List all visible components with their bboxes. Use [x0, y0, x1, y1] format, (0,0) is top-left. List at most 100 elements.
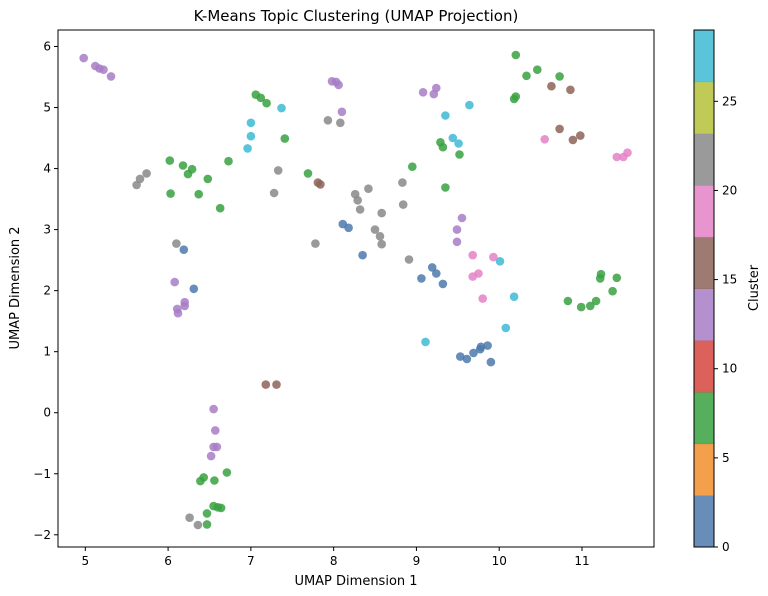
data-point: [483, 341, 492, 350]
colorbar-band: [694, 81, 714, 134]
data-point: [202, 520, 212, 529]
data-point: [193, 520, 203, 530]
data-point: [404, 255, 414, 264]
data-point: [509, 94, 519, 104]
data-point: [166, 189, 175, 198]
data-point: [256, 93, 266, 103]
data-point: [489, 252, 498, 262]
data-point: [216, 503, 226, 513]
data-point: [586, 301, 595, 311]
data-point: [566, 85, 575, 95]
data-point: [203, 174, 213, 184]
data-point: [172, 239, 181, 248]
y-tick-label: −2: [33, 528, 51, 542]
data-point: [509, 292, 519, 302]
data-point: [337, 107, 347, 117]
colorbar-band: [694, 288, 714, 341]
y-tick-label: 1: [43, 345, 51, 359]
data-point: [511, 50, 521, 60]
data-point: [173, 308, 183, 318]
data-point: [183, 169, 193, 179]
data-point: [576, 131, 585, 140]
data-point: [427, 263, 437, 272]
data-point: [608, 286, 617, 296]
plot-frame: [57, 29, 655, 548]
colorbar-tick-label: 20: [722, 183, 737, 197]
data-point: [495, 257, 505, 266]
colorbar-tick-label: 10: [722, 362, 737, 376]
data-point: [448, 133, 458, 143]
data-point: [323, 116, 333, 125]
data-point: [355, 205, 365, 214]
x-tick-label: 6: [164, 554, 172, 568]
colorbar-tick-label: 15: [722, 273, 737, 287]
data-point: [576, 302, 586, 312]
data-point: [277, 103, 286, 113]
y-tick-label: 5: [43, 101, 51, 115]
data-point: [501, 323, 511, 333]
y-tick-label: 3: [43, 223, 51, 237]
data-point: [432, 83, 441, 93]
data-point: [547, 81, 556, 91]
data-point: [165, 156, 175, 165]
data-point: [311, 239, 320, 248]
x-tick-label: 10: [492, 554, 507, 568]
data-point: [452, 225, 462, 234]
data-point: [215, 203, 225, 213]
data-point: [316, 180, 325, 189]
colorbar-band: [694, 30, 714, 83]
data-point: [591, 296, 601, 306]
data-point: [540, 135, 549, 144]
data-point: [209, 404, 218, 414]
data-point: [189, 284, 199, 294]
data-point: [417, 274, 426, 283]
data-point: [432, 269, 441, 278]
data-point: [262, 98, 271, 108]
data-point: [478, 294, 488, 303]
data-point: [170, 277, 179, 287]
colorbar-label: Cluster: [747, 264, 762, 311]
data-point: [465, 100, 474, 110]
points-layer: [79, 50, 632, 530]
data-point: [194, 189, 203, 199]
colorbar-tick-label: 5: [722, 451, 730, 465]
data-point: [353, 196, 363, 205]
colorbar-band: [694, 495, 714, 548]
data-point: [179, 245, 189, 254]
data-point: [469, 348, 478, 358]
data-point: [269, 188, 279, 198]
x-tick-label: 8: [330, 554, 338, 568]
colorbar-band: [694, 133, 714, 186]
data-point: [595, 274, 605, 283]
data-point: [377, 239, 387, 249]
data-point: [196, 476, 205, 486]
y-axis-label: UMAP Dimension 2: [8, 226, 23, 349]
data-point: [438, 142, 448, 152]
y-tick-label: −1: [33, 467, 51, 481]
y-tick-label: 2: [43, 284, 51, 298]
data-point: [211, 426, 220, 435]
data-point: [375, 232, 385, 241]
data-point: [468, 250, 478, 260]
x-axis-label: UMAP Dimension 1: [294, 574, 417, 589]
colorbar-tick-label: 25: [722, 94, 737, 108]
data-point: [441, 111, 450, 120]
data-point: [563, 296, 573, 306]
data-point: [454, 139, 463, 148]
data-point: [106, 72, 116, 81]
y-tick-label: 4: [43, 162, 51, 176]
x-axis: 5 6 7 8 9 10 11: [81, 547, 590, 568]
data-point: [438, 279, 448, 289]
data-point: [408, 162, 417, 171]
data-point: [246, 131, 256, 141]
data-point: [185, 513, 194, 522]
data-point: [212, 442, 222, 452]
data-point: [79, 53, 88, 63]
data-point: [336, 118, 345, 128]
data-point: [462, 354, 472, 364]
data-point: [178, 161, 188, 170]
colorbar-tick-label: 0: [722, 540, 730, 554]
data-point: [612, 273, 622, 283]
data-point: [261, 380, 271, 389]
